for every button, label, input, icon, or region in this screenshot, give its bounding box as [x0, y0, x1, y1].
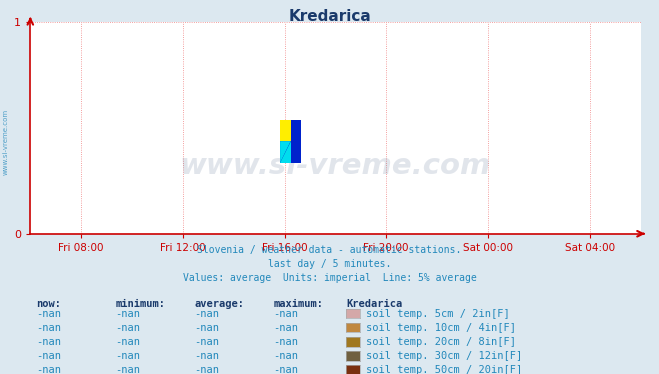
Text: -nan: -nan	[115, 337, 140, 347]
Text: www.si-vreme.com: www.si-vreme.com	[2, 109, 9, 175]
Text: Kredarica: Kredarica	[288, 9, 371, 24]
Polygon shape	[280, 141, 291, 163]
Text: Values: average  Units: imperial  Line: 5% average: Values: average Units: imperial Line: 5%…	[183, 273, 476, 283]
Polygon shape	[280, 120, 291, 141]
Text: -nan: -nan	[36, 351, 61, 361]
Text: soil temp. 20cm / 8in[F]: soil temp. 20cm / 8in[F]	[366, 337, 516, 347]
Text: minimum:: minimum:	[115, 299, 165, 309]
Text: -nan: -nan	[273, 365, 299, 374]
Text: soil temp. 10cm / 4in[F]: soil temp. 10cm / 4in[F]	[366, 323, 516, 333]
Text: soil temp. 50cm / 20in[F]: soil temp. 50cm / 20in[F]	[366, 365, 522, 374]
Text: -nan: -nan	[273, 323, 299, 333]
Text: average:: average:	[194, 299, 244, 309]
Text: -nan: -nan	[115, 323, 140, 333]
Polygon shape	[280, 120, 291, 141]
Polygon shape	[280, 141, 291, 163]
Text: -nan: -nan	[194, 323, 219, 333]
Text: Slovenia / weather data - automatic stations.: Slovenia / weather data - automatic stat…	[197, 245, 462, 255]
Text: -nan: -nan	[194, 337, 219, 347]
Text: -nan: -nan	[36, 337, 61, 347]
Text: -nan: -nan	[36, 365, 61, 374]
Text: now:: now:	[36, 299, 61, 309]
Text: -nan: -nan	[194, 351, 219, 361]
Text: -nan: -nan	[194, 309, 219, 319]
Text: -nan: -nan	[115, 365, 140, 374]
Text: soil temp. 30cm / 12in[F]: soil temp. 30cm / 12in[F]	[366, 351, 522, 361]
Text: -nan: -nan	[115, 309, 140, 319]
Text: -nan: -nan	[273, 351, 299, 361]
Text: -nan: -nan	[194, 365, 219, 374]
Polygon shape	[280, 120, 301, 163]
Text: -nan: -nan	[36, 323, 61, 333]
Text: Kredarica: Kredarica	[346, 299, 402, 309]
Text: -nan: -nan	[273, 309, 299, 319]
Text: -nan: -nan	[36, 309, 61, 319]
Text: last day / 5 minutes.: last day / 5 minutes.	[268, 259, 391, 269]
Text: maximum:: maximum:	[273, 299, 324, 309]
Text: soil temp. 5cm / 2in[F]: soil temp. 5cm / 2in[F]	[366, 309, 509, 319]
Text: www.si-vreme.com: www.si-vreme.com	[180, 152, 491, 180]
Text: -nan: -nan	[115, 351, 140, 361]
Text: -nan: -nan	[273, 337, 299, 347]
